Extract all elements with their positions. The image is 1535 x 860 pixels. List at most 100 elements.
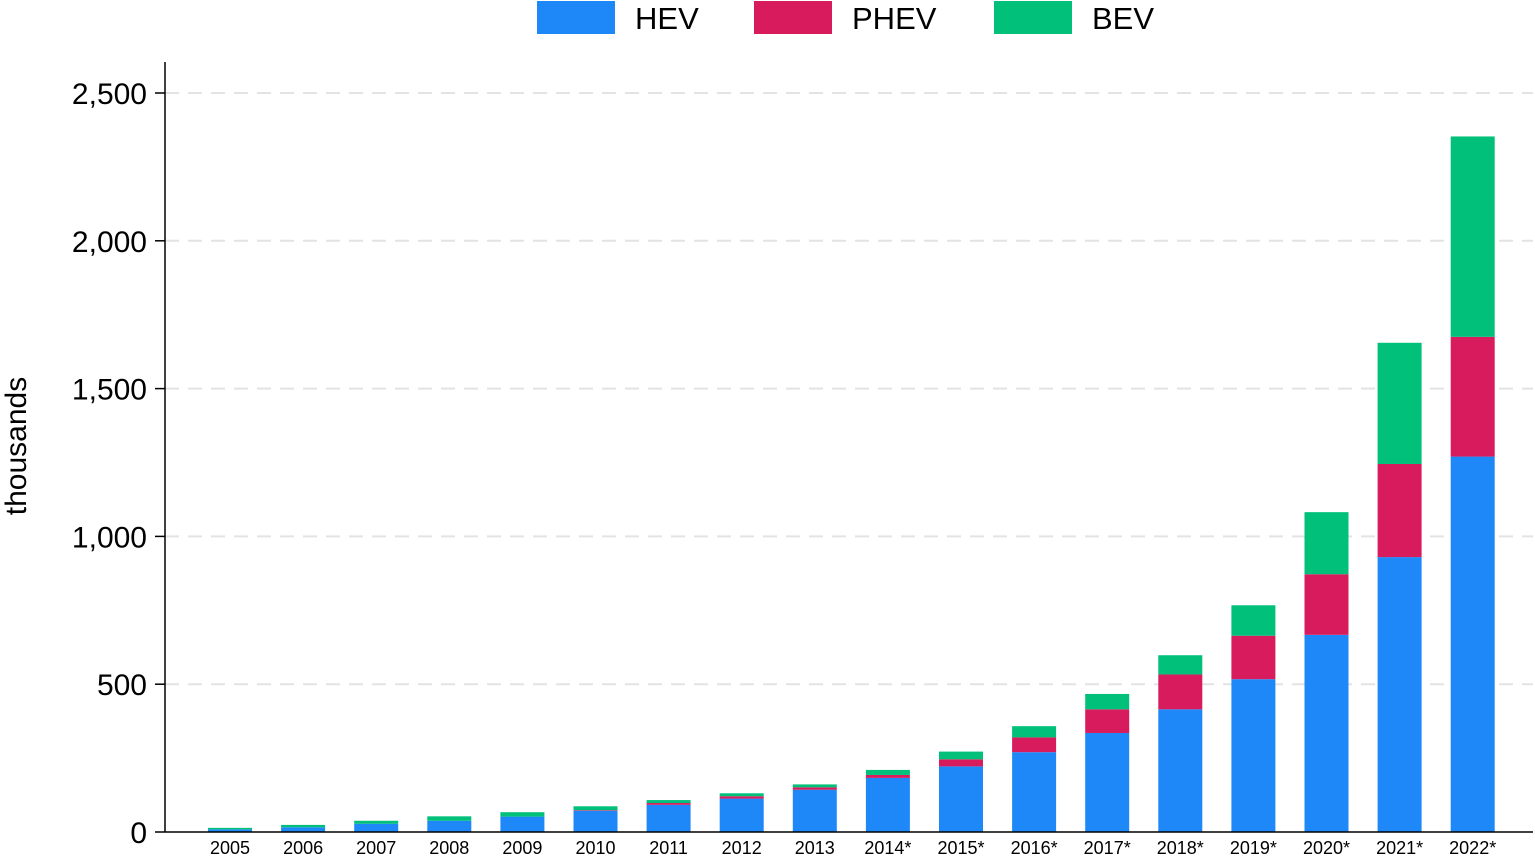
x-tick-label: 2007	[356, 838, 396, 858]
y-axis-title: thousands	[0, 377, 33, 515]
bar-group-2008	[427, 816, 472, 832]
x-tick-label: 2020*	[1303, 838, 1350, 858]
bar-group-2020	[1304, 512, 1349, 832]
bar-phev-2019	[1231, 635, 1276, 680]
y-tick-label: 1,000	[72, 521, 147, 554]
legend-swatch-hev	[537, 1, 615, 34]
bar-hev-2020	[1304, 634, 1349, 832]
bar-group-2017	[1085, 693, 1130, 832]
x-tick-label: 2015*	[937, 838, 984, 858]
bar-group-2015	[939, 751, 983, 832]
y-tick-label: 500	[97, 669, 147, 702]
x-tick-label: 2016*	[1011, 838, 1058, 858]
bar-phev-2018	[1158, 674, 1203, 710]
bar-group-2019	[1231, 605, 1276, 832]
bar-hev-2015	[939, 766, 983, 832]
bar-phev-2013	[792, 787, 837, 790]
x-tick-label: 2019*	[1230, 838, 1277, 858]
legend: HEV PHEV BEV	[537, 1, 1154, 36]
bar-group-2010	[573, 806, 618, 832]
x-tick-label: 2006	[283, 838, 323, 858]
bar-bev-2013	[792, 784, 837, 788]
x-tick-label: 2022*	[1449, 838, 1496, 858]
bar-phev-2014	[865, 774, 910, 778]
x-tick-label: 2011	[649, 838, 688, 858]
x-tick-label: 2008	[429, 838, 469, 858]
bar-group-2007	[354, 820, 399, 832]
legend-label-hev: HEV	[635, 1, 699, 36]
bar-phev-2011	[646, 803, 691, 805]
bar-hev-2018	[1158, 709, 1203, 832]
bar-bev-2009	[500, 812, 545, 817]
bar-bev-2014	[865, 769, 910, 775]
bar-group-2022	[1450, 136, 1495, 832]
bar-bev-2017	[1085, 693, 1130, 710]
bar-group-2014	[865, 769, 910, 832]
bar-hev-2014	[865, 777, 910, 832]
bar-bev-2019	[1231, 605, 1276, 636]
bar-bev-2010	[573, 806, 618, 811]
bar-bev-2022	[1450, 136, 1495, 337]
bar-bev-2021	[1377, 342, 1422, 464]
bar-bev-2005	[208, 827, 252, 830]
x-tick-label: 2013	[795, 838, 835, 858]
bar-hev-2021	[1377, 557, 1422, 832]
bar-phev-2017	[1085, 709, 1130, 733]
legend-label-phev: PHEV	[852, 1, 937, 36]
x-tick-label: 2021*	[1376, 838, 1423, 858]
bar-group-2011	[646, 800, 691, 832]
bars	[208, 136, 1495, 832]
bar-bev-2015	[939, 751, 983, 760]
bar-hev-2012	[719, 798, 764, 832]
bar-hev-2008	[427, 820, 472, 832]
bar-group-2005	[208, 827, 252, 832]
x-tick-label: 2012	[722, 838, 762, 858]
bar-phev-2010	[573, 810, 618, 811]
bar-bev-2018	[1158, 655, 1203, 675]
bar-phev-2015	[939, 759, 983, 767]
legend-label-bev: BEV	[1092, 1, 1154, 36]
y-tick-label: 2,500	[72, 78, 147, 111]
bar-hev-2005	[208, 829, 252, 832]
x-tick-label: 2009	[502, 838, 542, 858]
bar-bev-2012	[719, 793, 764, 797]
y-tick-label: 1,500	[72, 374, 147, 407]
bar-hev-2009	[500, 816, 545, 832]
bar-phev-2020	[1304, 574, 1349, 635]
bar-bev-2011	[646, 800, 691, 804]
bar-group-2021	[1377, 342, 1422, 832]
bar-group-2016	[1012, 726, 1057, 832]
bar-bev-2008	[427, 816, 472, 821]
bar-phev-2016	[1012, 737, 1057, 753]
bar-hev-2006	[281, 827, 326, 832]
bar-hev-2022	[1450, 456, 1495, 832]
x-tick-label: 2018*	[1157, 838, 1204, 858]
bar-hev-2007	[354, 823, 399, 832]
bar-bev-2016	[1012, 726, 1057, 738]
legend-swatch-bev	[994, 1, 1072, 34]
axes	[155, 62, 1533, 833]
bar-hev-2016	[1012, 752, 1057, 832]
bar-group-2009	[500, 812, 545, 832]
x-tick-label: 2010	[575, 838, 615, 858]
bar-hev-2011	[646, 804, 691, 832]
bar-phev-2012	[719, 796, 764, 799]
y-tick-labels: 0 500 1,000 1,500 2,000 2,500	[72, 78, 147, 850]
bar-group-2018	[1158, 655, 1203, 832]
x-tick-label: 2017*	[1084, 838, 1131, 858]
bar-phev-2021	[1377, 463, 1422, 558]
x-tick-label: 2005	[210, 838, 250, 858]
x-tick-labels: 2005 2006 2007 2008 2009 2010 2011 2012 2013 2014…	[210, 838, 1496, 858]
legend-item-phev: PHEV	[754, 1, 937, 36]
bar-bev-2006	[281, 824, 326, 828]
bar-group-2006	[281, 824, 326, 832]
legend-item-hev: HEV	[537, 1, 699, 36]
bar-group-2012	[719, 793, 764, 832]
y-tick-label: 2,000	[72, 226, 147, 259]
bar-hev-2010	[573, 810, 618, 832]
bar-hev-2017	[1085, 732, 1130, 832]
bar-hev-2013	[792, 789, 837, 832]
legend-swatch-phev	[754, 1, 832, 34]
